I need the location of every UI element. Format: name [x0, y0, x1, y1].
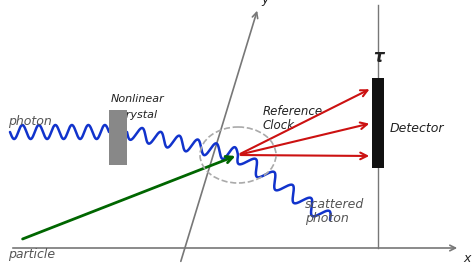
Text: particle: particle: [8, 248, 55, 261]
Text: x: x: [463, 252, 470, 265]
Text: Detector: Detector: [390, 121, 445, 135]
Bar: [372, 78, 384, 168]
Text: Crystal: Crystal: [118, 110, 157, 119]
Bar: [109, 110, 127, 164]
Text: y: y: [261, 0, 268, 6]
Text: photon: photon: [305, 212, 349, 225]
Text: Reference: Reference: [263, 105, 323, 118]
Text: photon: photon: [8, 115, 52, 128]
Text: Clock: Clock: [263, 119, 295, 132]
Text: τ: τ: [373, 48, 383, 66]
Text: scattered: scattered: [305, 198, 364, 211]
Text: Nonlinear: Nonlinear: [111, 93, 165, 104]
